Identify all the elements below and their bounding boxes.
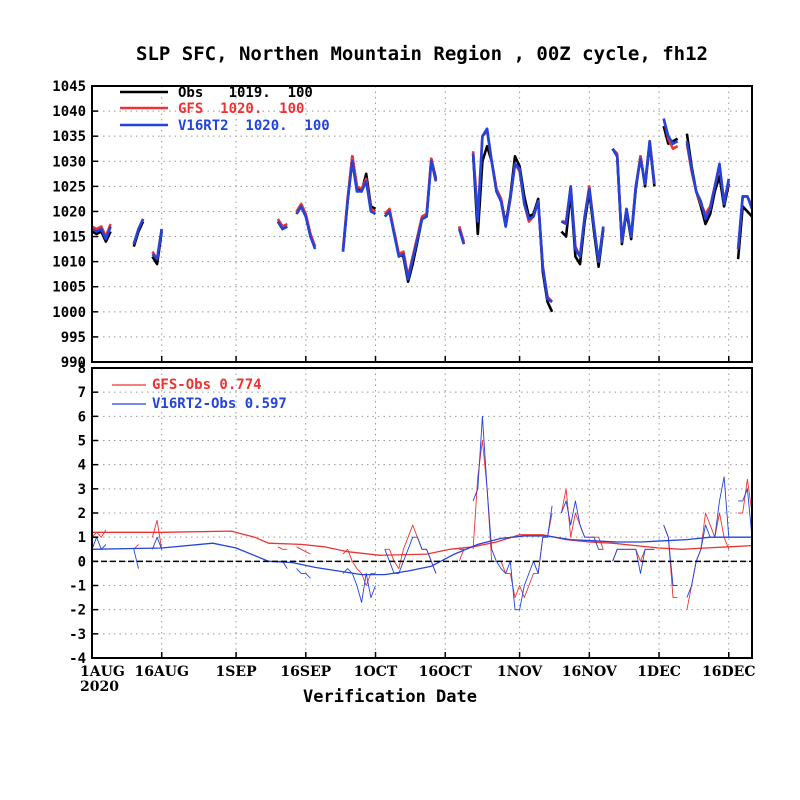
legend-gfs-obs: GFS-Obs 0.774 [152,377,262,393]
top-y-tick-label: 1045 [52,79,86,95]
series-v16rt2-obs-segment [151,536,163,550]
x-tick-label: 1SEP [216,664,258,680]
series-v16rt2-segment [295,205,317,250]
top-y-tick-label: 1040 [52,104,86,120]
bottom-y-tick-label: 5 [78,434,86,450]
series-v16rt2-segment [736,195,754,250]
series-v16rt2-obs-segment [560,500,604,550]
x-tick-label: 1AUG [80,664,125,680]
top-y-tick-label: 1020 [52,204,86,220]
top-y-tick-label: 1005 [52,280,86,296]
x-tick-label: 16SEP [280,664,331,680]
series-v16rt2-segment [471,127,553,303]
top-y-tick-label: 1010 [52,255,86,271]
legend-obs: Obs 1019. 100 [178,85,313,101]
series-v16rt2-segment [611,139,656,243]
series-gfs-obs-segment [277,546,288,550]
x-tick-label: 16OCT [419,664,473,680]
top-y-tick-label: 1000 [52,305,86,321]
series-v16rt2-segment [662,118,679,145]
x-tick-label: 1DEC [637,664,681,680]
bottom-y-tick-label: 0 [78,554,86,570]
series-v16rt2-segment [276,220,288,231]
series-gfs-obs-segment [738,478,753,514]
bottom-y-tick-label: 7 [78,385,86,401]
series-lines [91,118,754,611]
x-tick-label: 16AUG [134,664,189,680]
series-gfs-obs-segment [296,546,311,555]
series-v16rt2-segment [151,228,163,261]
bottom-legend: GFS-Obs 0.774 V16RT2-Obs 0.597 [112,377,287,412]
series-v16rt2-obs-segment [686,476,730,598]
top-y-tick-label: 990 [61,355,86,371]
top-y-tick-label: 995 [61,330,86,346]
series-v16rt2-obs-segment [91,536,107,550]
bottom-y-tick-label: 6 [78,409,86,425]
bottom-y-tick-label: 4 [78,458,86,474]
year-label: 2020 [80,679,119,695]
x-tick-label: 1OCT [354,664,398,680]
series-v16rt2-segment [383,160,438,281]
legend-v16rt2: V16RT2 1020. 100 [178,118,330,134]
top-y-tick-label: 1035 [52,129,86,145]
series-v16rt2-segment [560,185,605,263]
series-v16rt2-obs-segment [738,488,753,538]
bottom-y-tick-label: 3 [78,482,86,498]
series-v16rt2-obs-segment [384,536,437,574]
bottom-y-tick-label: -1 [69,579,86,595]
series-v16rt2-obs-segment [296,568,311,579]
series-v16rt2-segment [457,228,466,245]
series-gfs-obs-running-mean [92,530,753,556]
series-gfs-obs-segment [151,519,163,550]
legend-gfs: GFS 1020. 100 [178,101,304,117]
bottom-y-tick-label: 2 [78,506,86,522]
series-v16rt2-obs-segment [472,415,553,611]
series-gfs-segment [276,218,288,228]
top-y-tick-label: 1015 [52,230,86,246]
series-gfs-obs-segment [91,529,107,538]
series-v16rt2-obs-segment [612,548,655,574]
axes: 9909951000100510101015102010251030103510… [52,79,755,680]
bottom-y-tick-label: -3 [69,627,86,643]
top-legend: Obs 1019. 100 GFS 1020. 100 V16RT2 1020.… [120,85,330,134]
series-v16rt2-obs-segment [133,549,139,569]
bottom-y-tick-label: -4 [69,651,86,667]
x-axis-label: Verification Date [303,687,477,707]
bottom-y-tick-label: -2 [69,603,86,619]
series-v16rt2-segment [132,218,145,245]
bottom-y-tick-label: 1 [78,530,86,546]
x-tick-label: 16DEC [702,664,755,680]
bottom-y-tick-label: 8 [78,361,86,377]
top-y-tick-label: 1030 [52,154,86,170]
top-panel-frame [91,85,753,363]
series-v16rt2-segment [341,160,377,252]
series-gfs-obs-segment [458,549,465,562]
x-tick-label: 1NOV [497,664,543,680]
series-v16rt2-segment [685,140,731,221]
top-y-tick-label: 1025 [52,179,86,195]
x-tick-label: 16NOV [562,664,618,680]
series-v16rt2-obs-segment [342,568,376,603]
chart-title: SLP SFC, Northen Mountain Region , 00Z c… [136,43,708,65]
series-v16rt2-segment [91,226,112,241]
legend-v16rt2-obs: V16RT2-Obs 0.597 [152,396,287,412]
